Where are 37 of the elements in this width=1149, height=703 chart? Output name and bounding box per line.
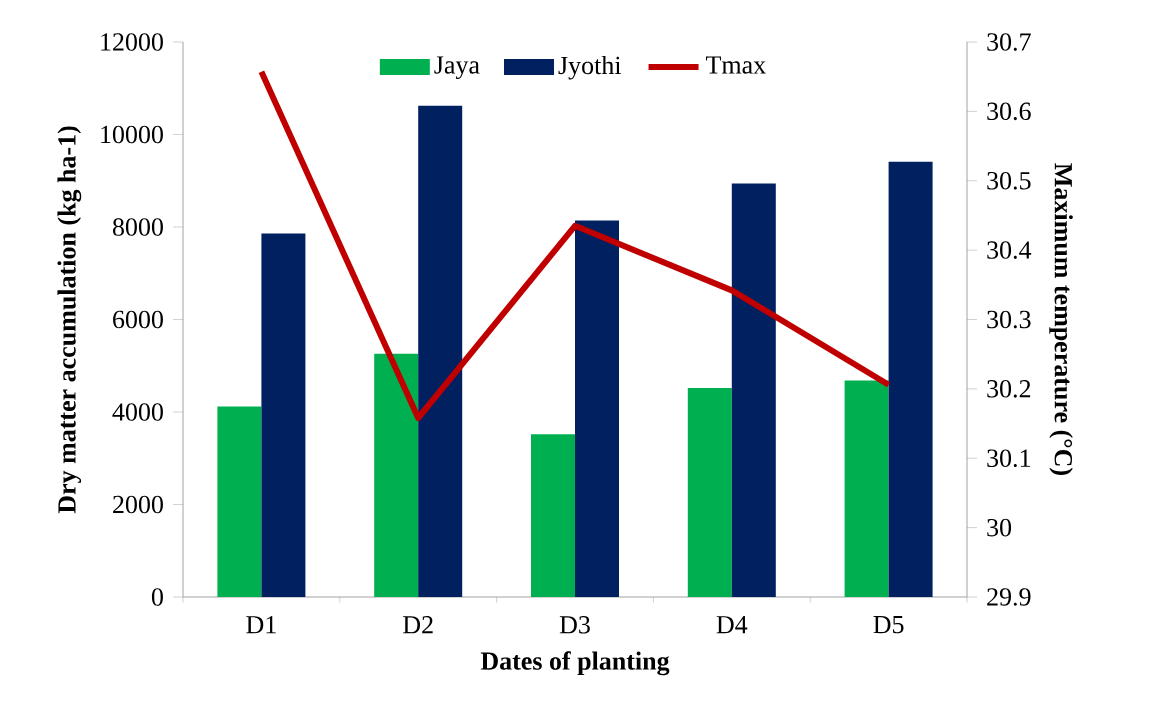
y2-tick-label: 30 — [987, 518, 1012, 537]
bar — [418, 105, 463, 597]
y2-tick-label: 30.4 — [987, 241, 1032, 259]
x-tick-label: D1 — [246, 616, 276, 634]
y2-tick-label: 29.9 — [987, 588, 1031, 606]
legend-label: Tmax — [705, 56, 766, 74]
bar — [687, 387, 732, 597]
y-tick-label: 0 — [151, 588, 163, 606]
y2-tick-label: 30.3 — [987, 310, 1031, 329]
y-tick-label: 6000 — [113, 310, 163, 329]
y2-tick-label: 30.1 — [987, 449, 1030, 468]
bar — [374, 353, 419, 597]
y2-tick-label: 30.7 — [987, 33, 1031, 51]
bar — [844, 380, 889, 597]
x-axis-title: Dates of planting — [480, 651, 670, 676]
y2-tick-label: 30.6 — [987, 102, 1031, 121]
bar — [575, 220, 619, 597]
legend-label: Jaya — [434, 56, 480, 80]
y2-axis-title: Maximum temperature (°C) — [1049, 163, 1073, 475]
y2-tick-label: 30.5 — [987, 171, 1031, 190]
x-tick-label: D4 — [716, 616, 748, 634]
y-tick-label: 12000 — [101, 33, 163, 51]
x-tick-label: D5 — [873, 616, 904, 634]
y-tick-label: 10000 — [101, 125, 163, 144]
bar — [531, 434, 575, 597]
x-tick-label: D3 — [559, 616, 590, 634]
bar — [261, 233, 306, 597]
y-tick-label: 4000 — [112, 403, 163, 421]
y-axis-title: Dry matter accumulation (kg ha-1) — [57, 126, 82, 514]
bar — [888, 161, 933, 597]
x-tick-label: D2 — [403, 616, 433, 634]
y-tick-label: 2000 — [113, 495, 163, 514]
bar — [217, 406, 262, 597]
bar — [731, 183, 776, 597]
legend-label: Jyothi — [558, 55, 622, 80]
y-tick-label: 8000 — [112, 218, 163, 236]
y2-tick-label: 30.2 — [987, 380, 1031, 398]
